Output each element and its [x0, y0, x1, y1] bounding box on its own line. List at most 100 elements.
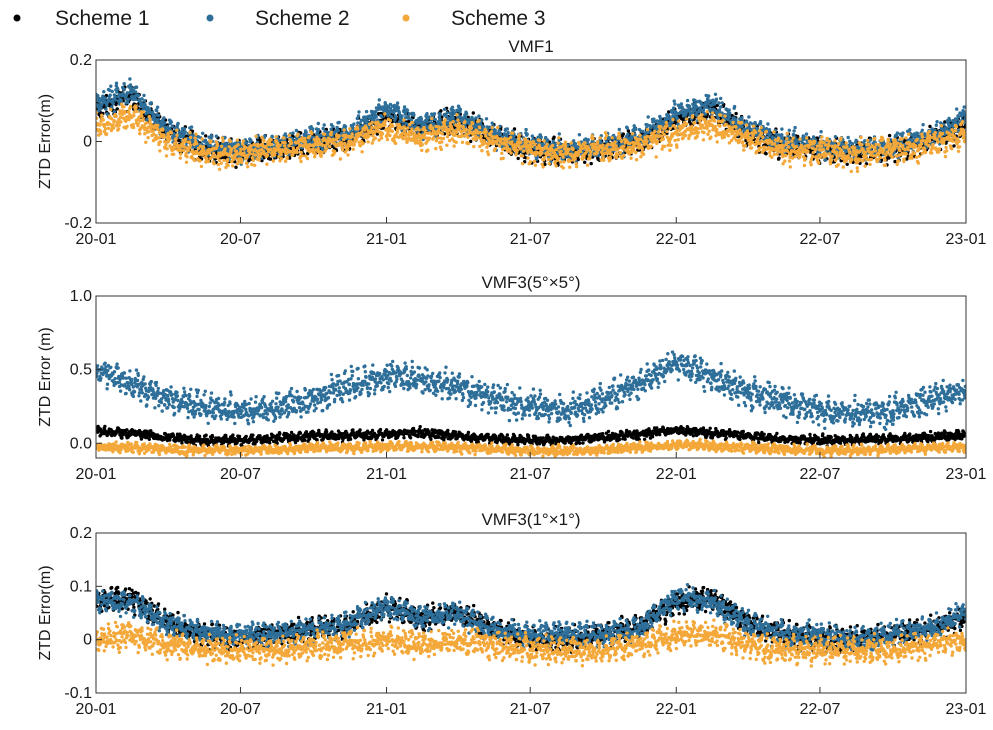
data-point — [199, 164, 204, 169]
data-point — [402, 105, 407, 109]
legend-entry: Scheme 2 — [206, 7, 350, 30]
data-point — [214, 134, 219, 138]
data-point — [425, 112, 429, 116]
data-point — [962, 105, 966, 109]
data-point — [188, 135, 193, 140]
data-point — [450, 105, 455, 110]
data-point — [539, 135, 543, 139]
data-point — [249, 138, 253, 143]
data-point — [306, 151, 310, 156]
legend-label: Scheme 2 — [255, 7, 350, 30]
data-point — [336, 129, 340, 133]
data-point — [777, 156, 781, 160]
data-point — [695, 105, 699, 109]
data-point — [111, 126, 116, 130]
data-point — [116, 127, 121, 131]
data-point — [269, 138, 273, 142]
data-point — [955, 107, 959, 111]
data-point — [221, 139, 225, 143]
data-point — [438, 113, 442, 117]
data-point — [265, 162, 269, 166]
data-point — [226, 157, 230, 162]
data-point — [149, 101, 153, 105]
data-point — [316, 121, 320, 126]
data-point — [337, 120, 341, 125]
data-point — [125, 124, 129, 129]
data-point — [228, 139, 232, 144]
data-point — [357, 110, 361, 114]
data-point — [279, 157, 284, 161]
data-point — [185, 155, 189, 159]
data-point — [396, 106, 401, 110]
data-point — [133, 90, 138, 94]
data-point — [573, 142, 578, 146]
data-point — [283, 141, 287, 145]
data-point — [220, 144, 224, 149]
data-point — [671, 114, 675, 119]
data-point — [687, 104, 692, 109]
legend-label: Scheme 1 — [55, 7, 150, 30]
data-point — [184, 160, 189, 164]
data-point — [104, 132, 109, 136]
data-point — [184, 151, 188, 155]
data-point — [111, 101, 116, 106]
data-point — [235, 152, 239, 156]
data-point — [252, 163, 257, 167]
data-point — [512, 127, 517, 131]
data-point — [901, 131, 905, 135]
data-point — [248, 152, 252, 156]
data-point — [140, 114, 144, 119]
data-point — [908, 128, 912, 132]
data-point — [948, 118, 952, 123]
data-point — [915, 131, 920, 136]
data-point — [321, 126, 325, 131]
data-point — [823, 158, 828, 162]
data-point — [641, 129, 645, 134]
data-point — [271, 159, 276, 163]
data-point — [142, 99, 147, 103]
data-point — [921, 123, 925, 127]
data-point — [148, 107, 152, 112]
data-point — [158, 149, 162, 153]
data-point — [249, 144, 253, 148]
data-point — [179, 152, 183, 156]
data-point — [122, 87, 127, 92]
data-point — [311, 127, 315, 131]
data-point — [242, 151, 246, 155]
data-point — [127, 109, 131, 114]
data-point — [331, 125, 335, 129]
data-point — [216, 162, 221, 167]
data-point — [451, 116, 455, 121]
data-point — [201, 145, 206, 149]
data-point — [105, 103, 109, 108]
data-point — [935, 120, 939, 124]
data-point — [343, 124, 348, 129]
data-point — [626, 132, 630, 136]
data-point — [846, 135, 850, 140]
data-point — [136, 122, 140, 126]
data-point — [439, 109, 443, 113]
data-point — [114, 81, 119, 85]
data-point — [134, 97, 138, 102]
data-point — [576, 157, 580, 162]
data-point — [471, 111, 475, 115]
legend-marker — [206, 14, 214, 22]
data-point — [164, 140, 168, 144]
data-point — [963, 117, 966, 122]
points-layer — [96, 77, 966, 174]
data-point — [464, 111, 469, 116]
data-point — [126, 97, 130, 101]
data-point — [251, 158, 255, 162]
data-point — [279, 152, 283, 157]
data-point — [728, 115, 732, 119]
data-point — [128, 104, 133, 109]
legend-label: Scheme 3 — [451, 7, 546, 30]
data-point — [493, 128, 497, 133]
data-point — [222, 158, 226, 163]
data-point — [108, 93, 112, 97]
data-point — [747, 115, 751, 119]
data-point — [226, 163, 230, 168]
data-point — [713, 92, 718, 97]
data-point — [109, 84, 113, 88]
data-point — [530, 134, 534, 138]
